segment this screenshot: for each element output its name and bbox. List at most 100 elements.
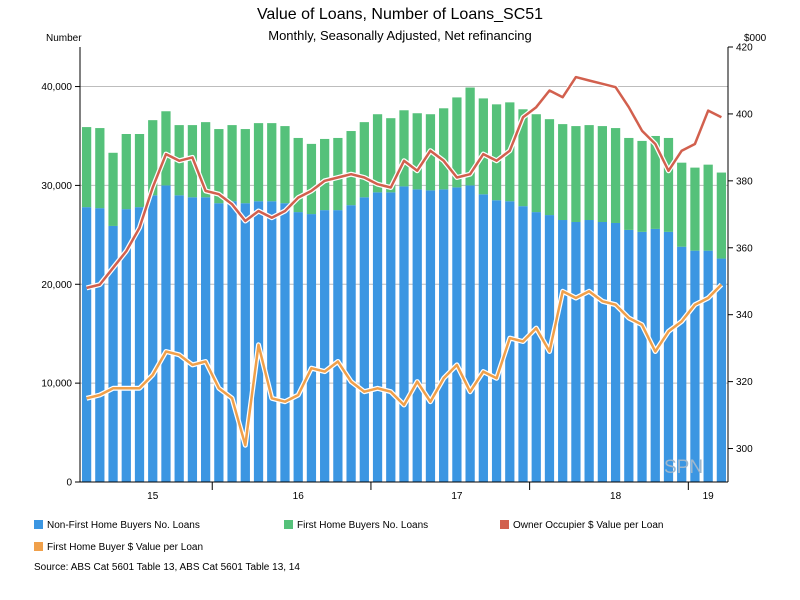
bar-fhb (372, 114, 383, 193)
bar-non-fhb (571, 221, 581, 482)
bar-non-fhb (412, 189, 422, 482)
bar-fhb (81, 127, 92, 208)
bar-non-fhb (637, 231, 647, 482)
x-tick-label: 15 (147, 491, 159, 502)
spn-watermark-logo: SPN (664, 457, 704, 478)
y-right-tick-label: 380 (736, 176, 753, 187)
bar-non-fhb (478, 194, 488, 482)
bar-fhb (650, 135, 660, 229)
bar-non-fhb (95, 208, 105, 483)
y-right-tick-label: 360 (736, 243, 753, 254)
bar-fhb (386, 118, 396, 193)
bar-non-fhb (597, 221, 607, 482)
bar-fhb (584, 125, 594, 221)
bar-non-fhb (439, 189, 449, 482)
bar-non-fhb (280, 203, 290, 483)
y-right-tick-label: 420 (736, 43, 753, 54)
axes: 0 10,000 20,000 30,000 40,000 300 320 340 360 380… (41, 43, 753, 503)
bar-non-fhb (703, 250, 713, 482)
bar-non-fhb (108, 225, 118, 482)
bar-non-fhb (452, 187, 462, 483)
bar-non-fhb (267, 201, 277, 482)
bar-non-fhb (346, 205, 356, 482)
legend-item-non-fhb[interactable]: Non-First Home Buyers No. Loans (34, 520, 200, 531)
bar-fhb (531, 114, 541, 213)
bar-non-fhb (518, 206, 528, 482)
legend-swatch (500, 520, 509, 529)
bar-fhb (134, 134, 145, 208)
bar-layer (81, 87, 727, 483)
bar-fhb (201, 122, 211, 198)
bar-fhb (333, 137, 343, 211)
y-right-unit-label: $000 (744, 33, 767, 44)
bar-non-fhb (386, 192, 396, 483)
bar-non-fhb (677, 246, 687, 482)
bar-fhb (412, 113, 422, 190)
bar-fhb (597, 126, 607, 222)
bar-non-fhb (650, 228, 660, 482)
bar-non-fhb (134, 207, 145, 482)
bar-fhb (359, 122, 369, 198)
y-right-tick-label: 400 (736, 109, 753, 120)
bar-non-fhb (359, 197, 369, 483)
bar-fhb (663, 137, 674, 232)
y-right-tick-label: 340 (736, 310, 753, 321)
bar-fhb (320, 138, 330, 211)
bar-fhb (677, 162, 687, 247)
bar-fhb (121, 134, 131, 210)
x-tick-label: 17 (451, 491, 463, 502)
bar-non-fhb (425, 190, 436, 482)
legend-item-fhb[interactable]: First Home Buyers No. Loans (284, 520, 428, 531)
bar-non-fhb (663, 231, 674, 482)
bar-fhb (491, 104, 502, 201)
bar-fhb (253, 123, 264, 202)
bar-fhb (267, 123, 277, 202)
bar-non-fhb (121, 209, 131, 483)
bar-fhb (624, 137, 634, 230)
y-right-tick-label: 300 (736, 444, 753, 455)
legend-item-fhb-value[interactable]: First Home Buyer $ Value per Loan (34, 542, 203, 553)
legend-item-owner-occupier-value[interactable]: Owner Occupier $ Value per Loan (500, 520, 663, 531)
legend-swatch (34, 520, 43, 529)
bar-fhb (227, 125, 237, 202)
bar-non-fhb (253, 201, 264, 482)
bar-non-fhb (584, 220, 594, 483)
bar-non-fhb (227, 201, 237, 482)
chart-title: Value of Loans, Number of Loans_SC51 (256, 6, 544, 23)
bar-fhb (478, 98, 488, 195)
bar-fhb (306, 143, 317, 215)
legend-swatch (34, 542, 43, 551)
bar-non-fhb (174, 195, 184, 482)
y-left-tick-label: 40,000 (41, 82, 72, 93)
bar-fhb (452, 97, 462, 188)
bar-fhb (544, 119, 555, 216)
bar-fhb (439, 108, 449, 190)
legend-label: Non-First Home Buyers No. Loans (47, 520, 200, 531)
bar-fhb (690, 167, 700, 251)
bar-non-fhb (716, 258, 727, 482)
bar-non-fhb (81, 207, 92, 482)
bar-fhb (558, 124, 568, 221)
chart-plot: 0 10,000 20,000 30,000 40,000 300 320 340 360 380… (41, 43, 753, 503)
bar-non-fhb (161, 185, 171, 482)
legend-label: First Home Buyer $ Value per Loan (47, 542, 204, 553)
series-line (86, 75, 722, 290)
bar-non-fhb (531, 212, 541, 482)
bar-fhb (571, 126, 581, 222)
bar-fhb (240, 129, 250, 204)
bar-fhb (108, 152, 118, 226)
bar-non-fhb (187, 197, 198, 483)
bar-non-fhb (333, 210, 343, 482)
legend-label: Owner Occupier $ Value per Loan (513, 520, 664, 531)
bar-non-fhb (624, 229, 634, 482)
bar-fhb (637, 140, 647, 232)
chart-subtitle: Monthly, Seasonally Adjusted, Net refina… (268, 28, 532, 43)
bar-non-fhb (293, 212, 303, 482)
bar-non-fhb (201, 197, 211, 483)
bar-fhb (148, 120, 158, 196)
bar-non-fhb (491, 200, 502, 482)
legend-label: First Home Buyers No. Loans (297, 520, 429, 531)
y-left-tick-label: 0 (66, 478, 72, 489)
source-note: Source: ABS Cat 5601 Table 13, ABS Cat 5… (34, 562, 300, 573)
line-layer (85, 74, 724, 448)
